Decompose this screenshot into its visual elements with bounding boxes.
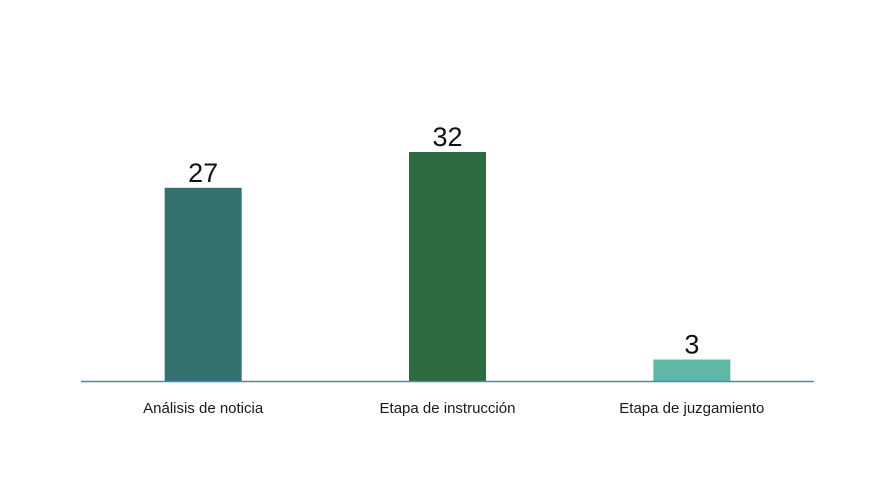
data-label-3: 3 [684, 330, 699, 360]
data-label-2: 32 [432, 122, 462, 152]
category-label-1: Análisis de noticia [143, 400, 264, 417]
bars-layer [164, 152, 731, 381]
value-labels-layer: 27 32 3 [188, 122, 699, 360]
category-label-2: Etapa de instrucción [380, 400, 516, 417]
category-labels-layer: Análisis de noticia Etapa de instrucción E… [143, 400, 764, 417]
bar-3 [653, 359, 731, 381]
data-label-1: 27 [188, 158, 218, 188]
category-label-3: Etapa de juzgamiento [619, 400, 764, 417]
bar-2 [409, 152, 486, 381]
bar-1 [164, 187, 242, 381]
